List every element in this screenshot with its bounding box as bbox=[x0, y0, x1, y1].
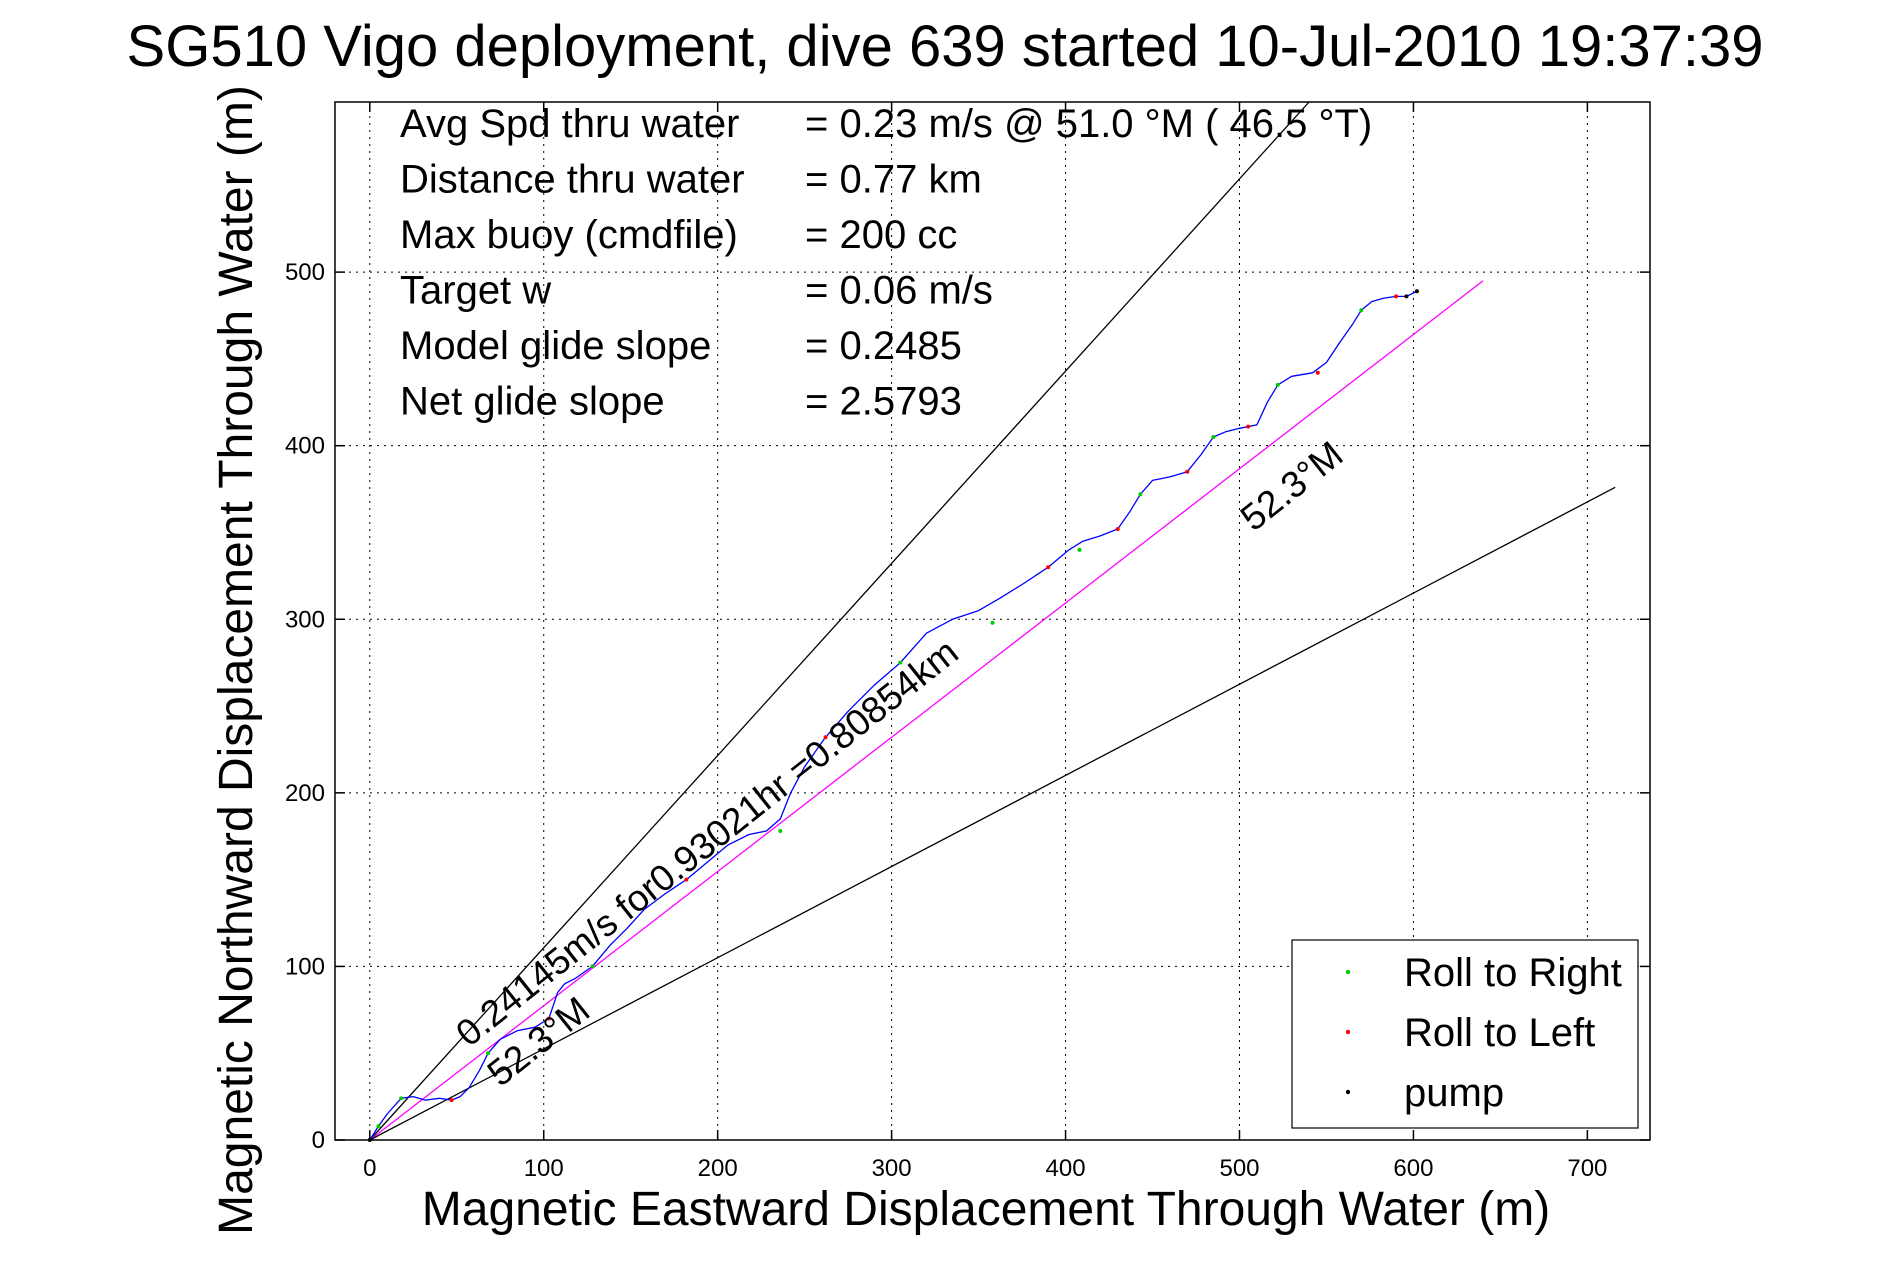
marker-layer bbox=[367, 289, 1419, 1142]
x-axis-label: Magnetic Eastward Displacement Through W… bbox=[422, 1183, 1550, 1236]
marker-roll-to-right bbox=[399, 1096, 404, 1101]
x-tick-label: 500 bbox=[1219, 1155, 1259, 1182]
marker-roll-to-right bbox=[486, 1051, 491, 1056]
marker-roll-to-left bbox=[546, 1016, 551, 1021]
info-value: = 200 cc bbox=[805, 213, 957, 257]
marker-roll-to-left bbox=[823, 735, 828, 740]
track-line bbox=[369, 290, 1418, 1141]
info-value: = 0.77 km bbox=[805, 158, 982, 202]
reference-line-upper-bound bbox=[369, 101, 1310, 1141]
legend-entry-label: Roll to Left bbox=[1404, 1011, 1595, 1055]
y-tick-label: 100 bbox=[285, 953, 325, 980]
info-label: Net glide slope bbox=[400, 380, 665, 424]
info-label: Avg Spd thru water bbox=[400, 102, 739, 146]
legend-entry-label: Roll to Right bbox=[1404, 951, 1622, 995]
reference-lines bbox=[369, 101, 1616, 1141]
marker-roll-to-right bbox=[1211, 435, 1216, 440]
legend-swatch bbox=[1345, 1029, 1351, 1035]
legend: Roll to Right Roll to Left pump bbox=[1291, 939, 1639, 1129]
y-tick-label: 300 bbox=[285, 606, 325, 633]
y-tick-label: 400 bbox=[285, 433, 325, 460]
marker-roll-to-left bbox=[1115, 527, 1120, 532]
info-value: = 2.5793 bbox=[805, 380, 962, 424]
x-tick-label: 100 bbox=[524, 1155, 564, 1182]
marker-roll-to-right bbox=[590, 964, 595, 969]
marker-roll-to-right bbox=[1077, 547, 1082, 552]
info-label: Max buoy (cmdfile) bbox=[400, 213, 738, 257]
info-label: Target w bbox=[400, 269, 551, 313]
marker-roll-to-left bbox=[449, 1098, 454, 1103]
marker-pump bbox=[1414, 289, 1419, 294]
marker-roll-to-left bbox=[684, 877, 689, 882]
info-value: = 0.23 m/s @ 51.0 °M ( 46.5 °T) bbox=[805, 102, 1372, 146]
marker-roll-to-left bbox=[1185, 469, 1190, 474]
plot-frame bbox=[334, 101, 1651, 1141]
marker-pump bbox=[367, 1138, 372, 1142]
info-label: Model glide slope bbox=[400, 324, 711, 368]
marker-roll-to-left bbox=[1246, 424, 1251, 429]
x-tick-label: 200 bbox=[698, 1155, 738, 1182]
marker-roll-to-right bbox=[898, 660, 903, 665]
legend-swatch bbox=[1345, 1089, 1351, 1095]
info-value: = 0.2485 bbox=[805, 324, 962, 368]
legend-entry-label: pump bbox=[1404, 1071, 1504, 1115]
marker-roll-to-right bbox=[990, 620, 995, 625]
marker-roll-to-right bbox=[778, 829, 783, 834]
y-axis-label: Magnetic Northward Displacement Through … bbox=[210, 85, 263, 1235]
x-tick-label: 400 bbox=[1046, 1155, 1086, 1182]
info-block: Avg Spd thru water = 0.23 m/s @ 51.0 °M (… bbox=[400, 102, 1372, 424]
y-tick-label: 500 bbox=[285, 259, 325, 286]
reference-line-heading bbox=[369, 280, 1484, 1141]
x-tick-label: 600 bbox=[1393, 1155, 1433, 1182]
chart-title: SG510 Vigo deployment, dive 639 started … bbox=[127, 14, 1764, 79]
y-tick-label: 0 bbox=[312, 1127, 325, 1154]
axis-ticks: 0 100 200 300 400 500 600 700 0 100 200 300 400 500 bbox=[285, 102, 1650, 1182]
marker-roll-to-right bbox=[1275, 382, 1280, 387]
marker-pump bbox=[1404, 294, 1409, 299]
marker-roll-to-left bbox=[1046, 565, 1051, 570]
marker-roll-to-right bbox=[376, 1124, 381, 1129]
legend-swatch bbox=[1345, 969, 1351, 975]
x-tick-label: 300 bbox=[872, 1155, 912, 1182]
info-label: Distance thru water bbox=[400, 158, 745, 202]
marker-roll-to-left bbox=[1315, 370, 1320, 375]
grid-lines bbox=[335, 102, 1650, 1141]
reference-line-lower-bound bbox=[369, 486, 1616, 1141]
marker-roll-to-right bbox=[1138, 492, 1143, 497]
y-tick-label: 200 bbox=[285, 780, 325, 807]
info-value: = 0.06 m/s bbox=[805, 269, 993, 313]
track-layer bbox=[369, 290, 1418, 1141]
marker-roll-to-right bbox=[1359, 308, 1364, 313]
x-tick-label: 0 bbox=[363, 1155, 376, 1182]
marker-roll-to-left bbox=[1394, 294, 1399, 299]
x-tick-label: 700 bbox=[1567, 1155, 1607, 1182]
